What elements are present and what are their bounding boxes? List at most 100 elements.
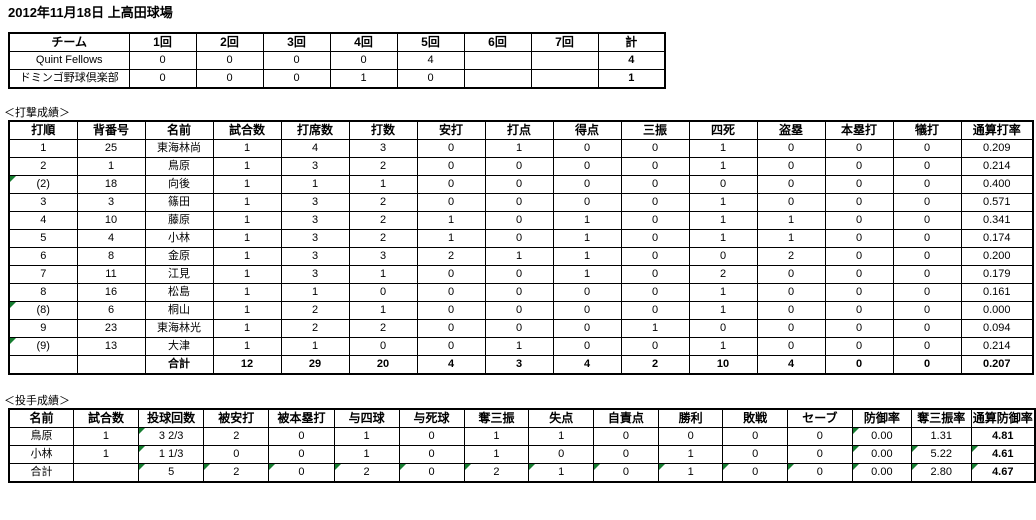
batting-cell-ab: 2 xyxy=(348,193,418,212)
batting-cell-bb: 1 xyxy=(688,337,758,356)
batting-total-order xyxy=(8,355,78,375)
batting-cell-avg: 0.200 xyxy=(960,247,1034,266)
pitching-col-11: 敗戦 xyxy=(722,408,788,428)
batting-cell-rbi: 1 xyxy=(484,139,554,158)
batting-row: (2) 18 向後 1 1 1 0 0 0 0 0 0 0 0 0.400 xyxy=(8,175,1034,194)
batting-cell-ab: 1 xyxy=(348,265,418,284)
batting-row: 4 10 藤原 1 3 2 1 0 1 0 1 1 0 0 0.341 xyxy=(8,211,1034,230)
batting-total-avg: 0.207 xyxy=(960,355,1034,375)
batting-cell-hr: 0 xyxy=(824,265,894,284)
batting-cell-order: 9 xyxy=(8,319,78,338)
batting-total-bb: 10 xyxy=(688,355,758,375)
batting-col-5: 打数 xyxy=(348,120,418,140)
batting-cell-so: 0 xyxy=(620,211,690,230)
batting-cell-so: 0 xyxy=(620,157,690,176)
scoreboard-col-inning-1: 1回 xyxy=(128,32,197,52)
batting-cell-order: (8) xyxy=(8,301,78,320)
pitching-cell-era: 0.00 xyxy=(851,427,912,446)
batting-cell-number: 16 xyxy=(76,283,146,302)
batting-cell-runs: 1 xyxy=(552,229,622,248)
batting-cell-games: 1 xyxy=(212,265,282,284)
batting-cell-runs: 0 xyxy=(552,283,622,302)
batting-cell-pa: 2 xyxy=(280,301,350,320)
batting-cell-hits: 0 xyxy=(416,301,486,320)
pitching-cell-runs: 1 xyxy=(528,427,594,446)
batting-cell-order: 5 xyxy=(8,229,78,248)
scoreboard-cell: 0 xyxy=(128,51,197,70)
batting-cell-sb: 0 xyxy=(756,175,826,194)
batting-cell-bb: 0 xyxy=(688,175,758,194)
batting-cell-name: 篠田 xyxy=(144,193,214,212)
batting-cell-sb: 1 xyxy=(756,229,826,248)
batting-cell-sb: 0 xyxy=(756,283,826,302)
batting-col-10: 四死 xyxy=(688,120,758,140)
pitching-cell-name: 合計 xyxy=(8,463,75,483)
batting-col-13: 犠打 xyxy=(892,120,962,140)
batting-cell-ab: 3 xyxy=(348,247,418,266)
scoreboard-cell: 0 xyxy=(128,69,197,89)
batting-cell-number: 3 xyxy=(76,193,146,212)
batting-col-11: 盗塁 xyxy=(756,120,826,140)
batting-cell-name: 向後 xyxy=(144,175,214,194)
batting-cell-rbi: 0 xyxy=(484,175,554,194)
batting-cell-so: 0 xyxy=(620,283,690,302)
batting-total-ab: 20 xyxy=(348,355,418,375)
pitching-cell-bb: 1 xyxy=(333,445,400,464)
pitching-cell-k_rate: 2.80 xyxy=(910,463,972,483)
batting-total-pa: 29 xyxy=(280,355,350,375)
batting-cell-bb: 0 xyxy=(688,247,758,266)
batting-row: 2 1 鳥原 1 3 2 0 0 0 0 1 0 0 0 0.214 xyxy=(8,157,1034,176)
batting-cell-games: 1 xyxy=(212,319,282,338)
batting-cell-sac: 0 xyxy=(892,139,962,158)
batting-cell-sb: 0 xyxy=(756,265,826,284)
batting-cell-avg: 0.571 xyxy=(960,193,1034,212)
pitching-stats-table: 名前 試合数 投球回数 被安打 被本塁打 与四球 与死球 奪三振 失点 自責点 勝利 敗戦 セーブ 防御率… xyxy=(8,408,1036,483)
pitching-cell-bb: 1 xyxy=(333,427,400,446)
batting-cell-runs: 0 xyxy=(552,139,622,158)
batting-cell-number: 1 xyxy=(76,157,146,176)
batting-cell-hits: 0 xyxy=(416,175,486,194)
scoreboard-total: 4 xyxy=(597,51,666,70)
batting-cell-hr: 0 xyxy=(824,247,894,266)
batting-total-so: 2 xyxy=(620,355,690,375)
batting-cell-rbi: 0 xyxy=(484,229,554,248)
scoreboard-cell: 0 xyxy=(396,69,465,89)
scoreboard-cell xyxy=(530,51,599,70)
batting-cell-games: 1 xyxy=(212,211,282,230)
batting-cell-pa: 3 xyxy=(280,247,350,266)
batting-cell-runs: 0 xyxy=(552,301,622,320)
pitching-cell-loss: 0 xyxy=(722,463,788,483)
pitching-cell-er: 0 xyxy=(592,463,659,483)
batting-cell-number: 25 xyxy=(76,139,146,158)
pitching-cell-hr_allowed: 0 xyxy=(268,445,335,464)
pitching-cell-hbp: 0 xyxy=(398,445,465,464)
batting-cell-rbi: 1 xyxy=(484,247,554,266)
pitching-cell-runs: 0 xyxy=(528,445,594,464)
pitching-col-2: 投球回数 xyxy=(137,408,205,428)
scoreboard-cell: 0 xyxy=(195,51,264,70)
pitching-row: 小林 1 1 1/3 0 0 1 0 1 0 0 1 0 0 0.00 5.22 4.61 xyxy=(8,445,1036,464)
batting-cell-ab: 1 xyxy=(348,301,418,320)
pitching-cell-k_rate: 5.22 xyxy=(910,445,972,464)
pitching-cell-save: 0 xyxy=(786,463,853,483)
scoreboard-table: チーム 1回 2回 3回 4回 5回 6回 7回 計 Quint Fellows… xyxy=(8,32,666,89)
pitching-col-4: 被本塁打 xyxy=(268,408,335,428)
pitching-body: 鳥原 1 3 2/3 2 0 1 0 1 1 0 0 0 0 0.00 1.31 4.81 小林 1 1 1/3 0 0… xyxy=(8,427,1036,483)
pitching-section-label: ＜投手成績＞ xyxy=(4,395,70,407)
batting-cell-avg: 0.214 xyxy=(960,157,1034,176)
batting-cell-games: 1 xyxy=(212,193,282,212)
batting-cell-hr: 0 xyxy=(824,301,894,320)
batting-cell-hits: 2 xyxy=(416,247,486,266)
pitching-cell-win: 1 xyxy=(657,463,724,483)
batting-total-games: 12 xyxy=(212,355,282,375)
batting-row: (8) 6 桐山 1 2 1 0 0 0 0 1 0 0 0 0.000 xyxy=(8,301,1034,320)
batting-cell-avg: 0.341 xyxy=(960,211,1034,230)
batting-total-number xyxy=(76,355,146,375)
scoreboard-cell: 1 xyxy=(329,69,398,89)
batting-cell-number: 8 xyxy=(76,247,146,266)
batting-col-7: 打点 xyxy=(484,120,554,140)
batting-cell-pa: 3 xyxy=(280,193,350,212)
batting-cell-name: 江見 xyxy=(144,265,214,284)
batting-cell-hits: 1 xyxy=(416,229,486,248)
